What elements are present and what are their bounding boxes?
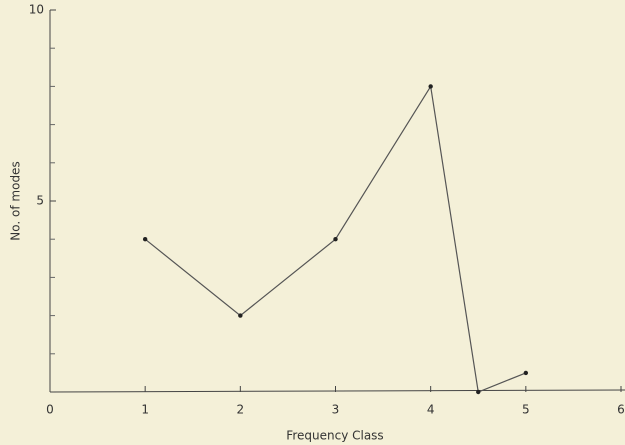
- x-axis-label: Frequency Class: [286, 429, 383, 443]
- data-point: [476, 389, 481, 395]
- data-point: [333, 237, 338, 242]
- y-axis-label: No. of modes: [9, 161, 23, 240]
- x-tick-label: 0: [46, 403, 54, 417]
- data-point: [142, 237, 148, 242]
- x-tick-label: 1: [141, 403, 149, 417]
- x-tick-label: 6: [617, 403, 625, 417]
- y-tick-label: 10: [29, 3, 44, 17]
- x-tick-label: 5: [522, 403, 530, 417]
- x-axis: [49, 389, 625, 393]
- y-tick-label: 5: [36, 194, 44, 208]
- data-point: [523, 370, 529, 376]
- x-tick-label: 4: [427, 403, 435, 417]
- data-point: [428, 84, 433, 89]
- x-tick-label: 2: [237, 403, 245, 417]
- data-point: [238, 313, 243, 318]
- data-line: [144, 84, 527, 393]
- x-tick-label: 3: [332, 403, 340, 417]
